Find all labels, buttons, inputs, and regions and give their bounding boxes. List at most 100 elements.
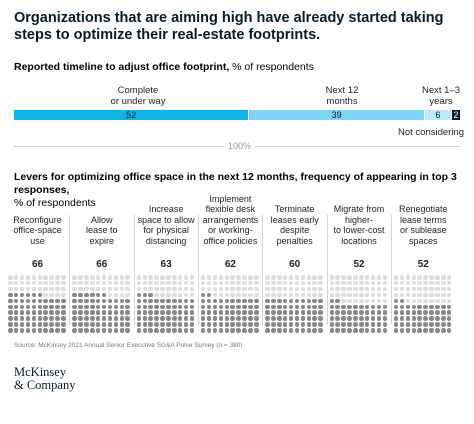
lever-dot <box>125 316 130 321</box>
lever-dot <box>212 304 218 310</box>
lever-dot <box>84 316 89 321</box>
lever-dot <box>212 286 218 292</box>
lever-dot <box>277 316 282 321</box>
lever-label: Implement flexible desk arrangements or wor… <box>200 194 260 247</box>
lever-dot <box>43 275 48 280</box>
lever-dot <box>277 292 282 298</box>
lever-dot <box>189 275 195 280</box>
lever-dot <box>8 310 13 315</box>
lever-dot <box>254 316 259 321</box>
lever-dot <box>166 304 171 310</box>
lever-dot <box>376 298 382 304</box>
lever-dot <box>353 286 358 292</box>
chart1-subtitle-rest: % of respondents <box>229 61 314 73</box>
lever-dot <box>405 328 411 333</box>
lever-dot <box>411 292 417 298</box>
lever-dot <box>271 322 276 327</box>
lever-dot <box>359 286 364 292</box>
lever-dot <box>405 298 411 304</box>
lever-dot <box>148 322 153 327</box>
lever-dot <box>359 304 364 310</box>
lever-dot <box>90 322 95 327</box>
lever-dot <box>224 292 230 298</box>
lever-dot <box>136 328 142 333</box>
lever-dot <box>13 298 19 304</box>
lever-dot <box>265 328 270 333</box>
lever-dot <box>212 310 218 315</box>
lever-dot <box>25 280 31 286</box>
lever-dot <box>31 275 37 280</box>
lever-dot <box>101 304 107 310</box>
lever-dot <box>288 322 294 327</box>
lever-dot <box>136 286 142 292</box>
lever-dot <box>142 304 148 310</box>
lever-dot <box>318 322 323 327</box>
lever-dot <box>353 280 358 286</box>
column-separator <box>197 215 199 325</box>
lever-dot <box>242 275 247 280</box>
lever-dot <box>370 286 376 292</box>
lever-dot <box>148 298 153 304</box>
lever-dot <box>294 328 300 333</box>
lever-dot <box>218 286 224 292</box>
lever-dot <box>78 286 83 292</box>
legend-next13-line1: Next 1–3 <box>421 85 461 96</box>
lever-dot <box>95 328 101 333</box>
lever-dot <box>113 286 119 292</box>
lever-dot <box>183 304 189 310</box>
lever-dot <box>312 298 317 304</box>
lever-dot <box>254 310 259 315</box>
lever-dot <box>142 275 148 280</box>
lever-dot <box>8 298 13 304</box>
lever-dot <box>136 304 142 310</box>
lever-dot <box>90 310 95 315</box>
lever-dot <box>84 292 89 298</box>
lever-dot <box>119 292 125 298</box>
lever-dot <box>172 275 177 280</box>
lever-dot <box>95 275 101 280</box>
lever-dot <box>107 286 113 292</box>
lever-dot <box>265 310 270 315</box>
lever-dot <box>405 280 411 286</box>
lever-dot <box>329 310 335 315</box>
lever-dot <box>271 316 276 321</box>
lever-dot <box>347 286 352 292</box>
lever-dot <box>341 316 346 321</box>
lever-dot <box>341 298 346 304</box>
lever-dot <box>423 316 428 321</box>
lever-dot <box>294 292 300 298</box>
lever-dot <box>306 292 312 298</box>
lever-dot <box>113 316 119 321</box>
lever-dot <box>265 322 270 327</box>
lever-dot <box>230 322 235 327</box>
lever-dot <box>359 292 364 298</box>
lever-dot <box>312 292 317 298</box>
lever-dot <box>435 322 440 327</box>
lever-dot <box>136 275 142 280</box>
lever-dot <box>55 322 60 327</box>
lever-dot <box>306 316 312 321</box>
lever-dot <box>189 292 195 298</box>
lever-dot <box>441 322 446 327</box>
lever-dot <box>13 280 19 286</box>
lever-dot <box>95 298 101 304</box>
lever-dot <box>318 292 323 298</box>
lever-dot <box>277 322 282 327</box>
lever-dot <box>242 286 247 292</box>
lever-dot <box>423 322 428 327</box>
lever-dot <box>31 316 37 321</box>
lever-dot <box>177 316 183 321</box>
lever-dot <box>43 292 48 298</box>
lever-dot <box>8 292 13 298</box>
lever-dot <box>254 280 259 286</box>
lever-dot <box>435 286 440 292</box>
lever-label-line: distancing <box>145 235 187 246</box>
lever-dot <box>282 316 288 321</box>
lever-dot <box>236 275 241 280</box>
lever-dot <box>78 280 83 286</box>
lever-dot <box>242 316 247 321</box>
lever-dot <box>37 316 43 321</box>
lever-dot <box>429 292 434 298</box>
lever-dot <box>329 304 335 310</box>
lever-dot <box>172 292 177 298</box>
